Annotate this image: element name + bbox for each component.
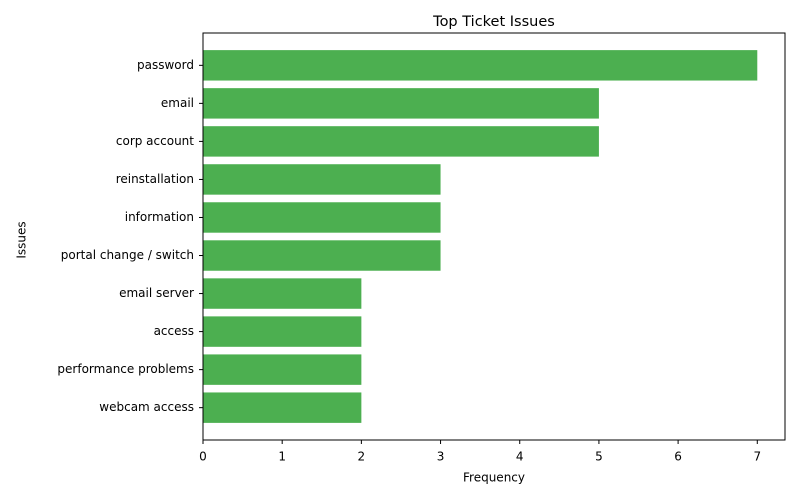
bar (203, 126, 599, 157)
y-tick-label: email (161, 96, 194, 110)
x-tick-label: 0 (199, 450, 207, 464)
bar (203, 354, 362, 385)
y-tick-label: password (137, 58, 194, 72)
chart-title: Top Ticket Issues (432, 14, 555, 30)
x-tick-label: 6 (674, 450, 682, 464)
x-tick-label: 1 (278, 450, 286, 464)
y-axis-label: Issues (15, 221, 29, 258)
bar (203, 50, 758, 81)
x-axis-label: Frequency (463, 471, 525, 485)
y-tick-label: information (125, 210, 194, 224)
x-tick-label: 5 (595, 450, 603, 464)
x-tick-label: 4 (516, 450, 524, 464)
bar (203, 164, 441, 195)
bar (203, 202, 441, 233)
bar (203, 392, 362, 423)
x-tick-label: 7 (753, 450, 761, 464)
y-tick-label: portal change / switch (61, 248, 194, 262)
bar (203, 316, 362, 347)
bar (203, 240, 441, 271)
y-tick-label: reinstallation (116, 172, 194, 186)
y-tick-label: webcam access (99, 400, 194, 414)
y-tick-label: corp account (116, 134, 194, 148)
y-tick-label: performance problems (57, 362, 194, 376)
bar (203, 278, 362, 309)
y-tick-label: access (154, 324, 194, 338)
x-tick-label: 3 (437, 450, 445, 464)
bar (203, 88, 599, 119)
y-tick-label: email server (119, 286, 194, 300)
x-tick-label: 2 (358, 450, 366, 464)
plot-frame (202, 32, 786, 441)
